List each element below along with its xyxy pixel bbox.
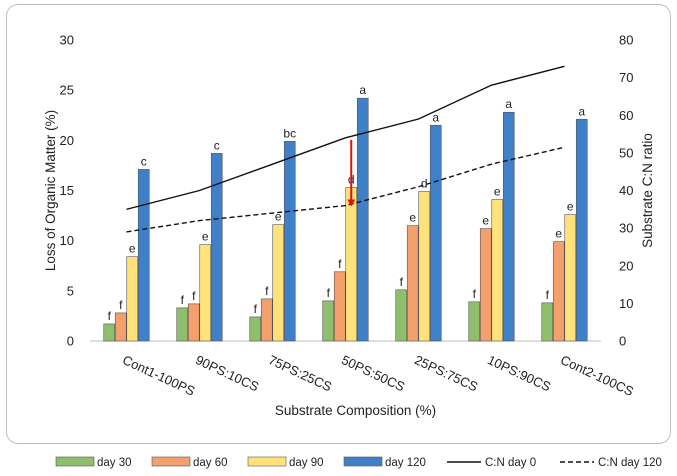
bar-day-30 [541,302,554,342]
y2-tick-label: 70 [619,70,633,85]
bar-day-120 [356,97,369,342]
significance-letter: c [141,154,147,168]
significance-letter: d [421,177,428,191]
significance-letter: f [181,293,185,307]
significance-letter: f [265,284,269,298]
x-tick-label: Cont1-100PS [120,352,197,399]
y2-axis-title: Substrate C:N ratio [640,133,655,248]
legend-label: C:N day 120 [598,457,662,469]
x-tick-label: 75PS:25CS [266,352,334,394]
significance-letter: a [359,83,366,97]
significance-letter: f [400,275,404,289]
legend-label: day 30 [97,457,132,469]
bar-day-90 [272,224,285,342]
x-tick-label: 90PS:10CS [193,352,261,394]
bar-day-60 [552,241,565,342]
y-tick-label: 10 [60,233,74,248]
y-tick-label: 30 [60,33,74,48]
significance-letter: f [192,289,196,303]
bar-day-120 [575,118,588,342]
y-tick-label: 0 [67,334,74,349]
bar-day-120 [137,169,150,342]
legend-swatch [343,456,383,467]
y2-tick-label: 30 [619,221,633,236]
significance-letter: f [473,287,477,301]
legend-label: day 60 [193,457,228,469]
bar-day-90 [491,199,504,342]
line-C:N-day-120 [126,146,565,233]
bar-day-90 [126,256,139,342]
y2-tick-label: 50 [619,145,633,160]
bar-day-120 [502,111,515,342]
bar-day-120 [210,153,223,342]
y2-tick-label: 40 [619,183,633,198]
x-axis-title: Substrate Composition (%) [275,403,436,418]
bar-day-120 [283,141,296,342]
significance-letter: e [202,230,209,244]
bar-day-30 [322,300,335,342]
bar-day-60 [406,225,419,342]
legend-label: day 90 [289,457,324,469]
significance-letter: a [578,104,585,118]
chart-frame [6,4,671,444]
bar-day-30 [468,301,481,342]
bar-day-90 [418,191,431,342]
significance-letter: f [546,288,550,302]
significance-letter: f [338,257,342,271]
y-tick-label: 5 [67,283,74,298]
significance-letter: e [129,242,136,256]
y-tick-label: 20 [60,133,74,148]
y2-tick-label: 10 [619,296,633,311]
legend-label: C:N day 0 [485,457,536,469]
bar-day-90 [199,244,212,342]
legend-swatch [151,456,191,467]
bar-day-90 [345,187,358,342]
legend-label: day 120 [385,457,426,469]
x-tick-label: Cont2-100CS [558,352,636,399]
bar-day-60 [114,312,127,342]
bar-day-30 [103,323,116,342]
significance-letter: bc [283,126,296,140]
significance-letter: e [275,210,282,224]
y2-tick-label: 80 [619,33,633,48]
bar-day-60 [187,303,200,342]
bar-day-30 [176,307,189,342]
y-tick-label: 15 [60,183,74,198]
x-tick-label: 10PS:90CS [485,352,553,394]
significance-letter: e [567,200,574,214]
significance-letter: f [254,302,258,316]
y2-tick-label: 60 [619,108,633,123]
bar-day-90 [564,214,577,342]
x-tick-label: 25PS:75CS [412,352,480,394]
bar-day-60 [333,271,346,342]
significance-letter: c [214,138,220,152]
significance-letter: f [327,286,331,300]
annotation-arrow-head [347,199,356,207]
bar-day-60 [479,228,492,342]
legend-swatch [55,456,95,467]
significance-letter: e [555,227,562,241]
significance-letter: e [494,185,501,199]
y2-tick-label: 0 [619,334,626,349]
y2-tick-label: 20 [619,258,633,273]
significance-letter: e [409,211,416,225]
significance-letter: f [108,309,112,323]
y-tick-label: 25 [60,83,74,98]
y-axis-title: Loss of Organic Matter (%) [43,110,58,271]
bar-day-30 [249,316,262,342]
significance-letter: a [432,110,439,124]
significance-letter: a [505,97,512,111]
line-C:N-day-0 [126,65,565,210]
legend-swatch [247,456,287,467]
bar-day-60 [260,298,273,342]
x-tick-label: 50PS:50CS [339,352,407,394]
bar-day-30 [395,289,408,342]
bar-day-120 [429,124,442,342]
significance-letter: f [119,298,123,312]
significance-letter: e [482,214,489,228]
